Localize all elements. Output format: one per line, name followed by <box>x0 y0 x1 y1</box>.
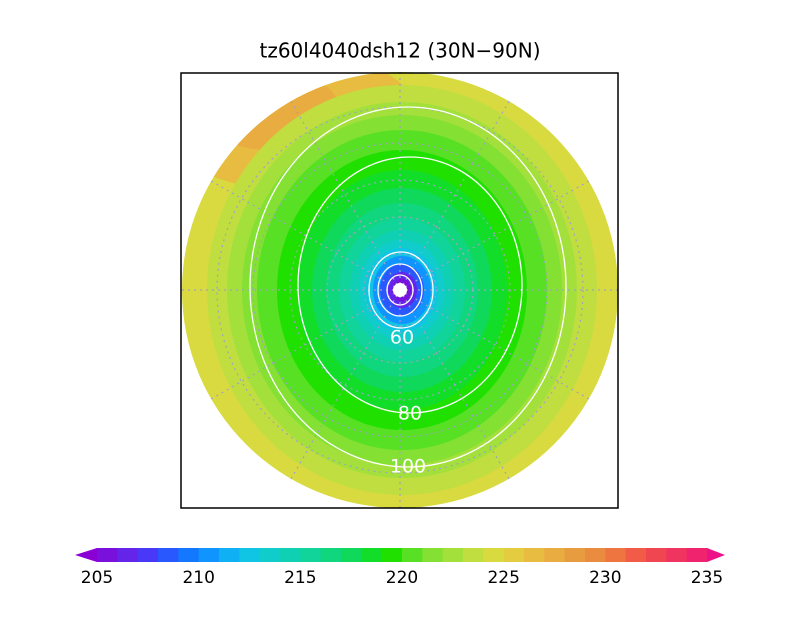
meridian <box>210 180 401 291</box>
colorbar-tick-label: 205 <box>81 568 113 588</box>
meridian <box>399 289 590 400</box>
meridian <box>399 180 590 291</box>
pole <box>393 283 407 297</box>
graticule <box>182 72 618 508</box>
colorbar-box <box>422 548 444 562</box>
colorbar-extend-low <box>75 548 97 562</box>
colorbar-tick-label: 220 <box>386 568 418 588</box>
colorbar-extend-high <box>707 548 725 562</box>
colorbar-box <box>239 548 261 562</box>
contours <box>249 106 567 468</box>
colorbar-tick-label: 210 <box>182 568 214 588</box>
colorbar-tick-label: 225 <box>487 568 519 588</box>
frame <box>180 72 619 509</box>
colorbar-box <box>117 548 139 562</box>
colorbar-box <box>259 548 281 562</box>
colorbar-tick-label: 230 <box>589 568 621 588</box>
colorbar-box <box>564 548 586 562</box>
colorbar-box <box>503 548 525 562</box>
colorbar-box <box>605 548 627 562</box>
colorbar-box <box>320 548 342 562</box>
colorbar-box <box>585 548 606 562</box>
colorbar-box <box>178 548 200 562</box>
colorbar-box <box>300 548 322 562</box>
colorbar-box <box>625 548 647 562</box>
colorbar-box <box>381 548 403 562</box>
colorbar-box <box>280 548 301 562</box>
colorbar-box <box>361 548 383 562</box>
colorbar-box <box>524 548 545 562</box>
colorbar-box <box>341 548 362 562</box>
colorbar-box <box>686 548 708 562</box>
contour-label: 100 <box>390 456 426 478</box>
colorbar-box <box>158 548 179 562</box>
colorbar-box <box>483 548 505 562</box>
colorbar-box <box>402 548 423 562</box>
colorbar-box <box>137 548 159 562</box>
colorbar-box <box>646 548 667 562</box>
contour-label: 60 <box>390 327 414 349</box>
colorbar: 205 210 215 220 225 230 235 <box>75 548 725 588</box>
meridian <box>290 100 401 291</box>
colorbar-box <box>463 548 484 562</box>
colorbar-tick-label: 235 <box>691 568 723 588</box>
colorbar-tick-label: 215 <box>284 568 316 588</box>
colorbar-box <box>442 548 464 562</box>
contour-labels: 60 80 100 <box>390 327 426 478</box>
contour-label: 80 <box>398 403 422 425</box>
colorbar-box <box>544 548 566 562</box>
colorbar-box <box>219 548 240 562</box>
meridian <box>210 289 401 400</box>
title: tz60l4040dsh12 (30N−90N) <box>259 39 540 63</box>
colorbar-box <box>198 548 220 562</box>
meridian <box>290 289 401 480</box>
colorbar-box <box>666 548 688 562</box>
colorbar-box <box>97 548 118 562</box>
